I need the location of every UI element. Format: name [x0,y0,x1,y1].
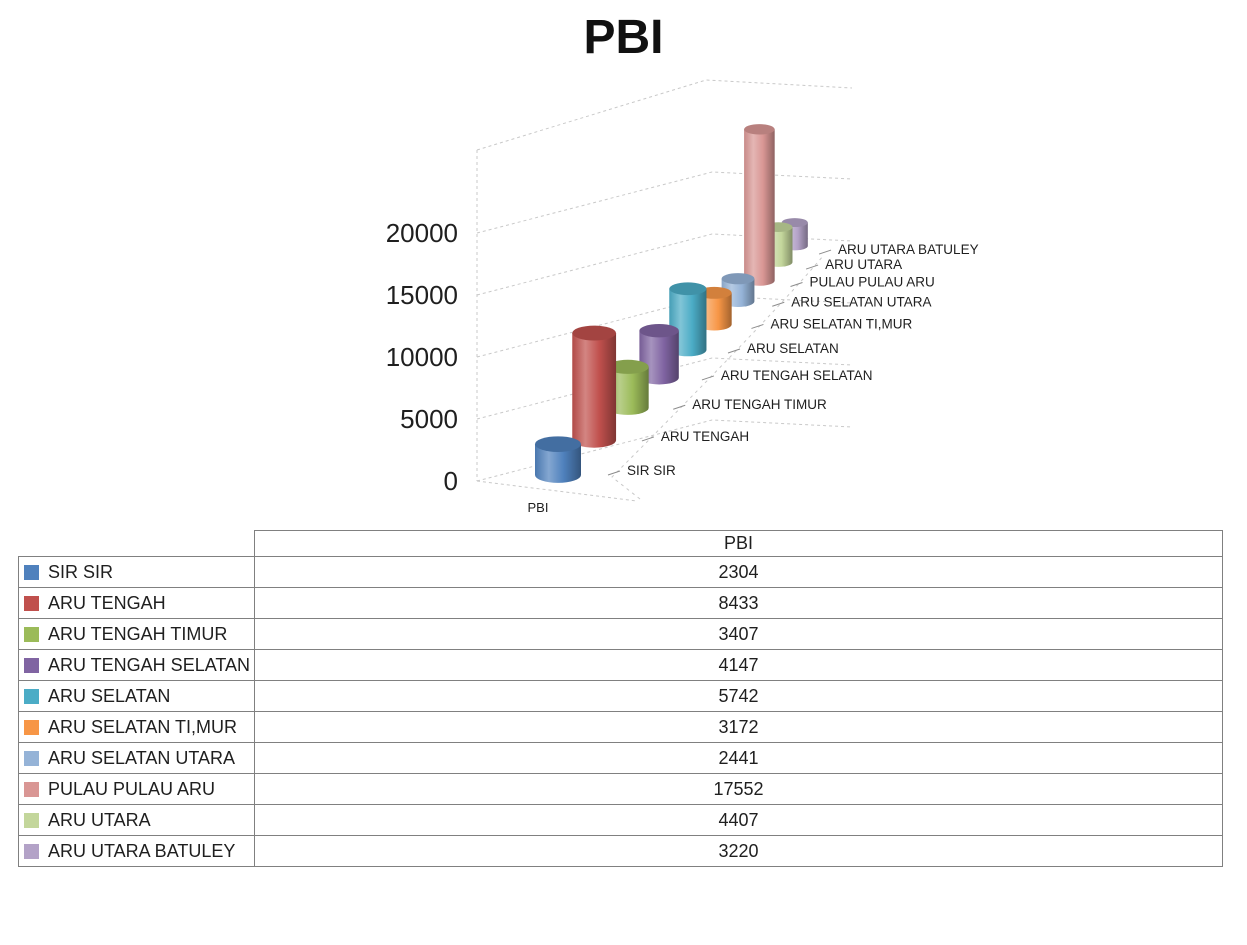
table-row: ARU TENGAH SELATAN 4147 [18,649,1223,681]
row-label-cell: ARU TENGAH TIMUR [18,618,255,650]
row-label: SIR SIR [48,561,114,582]
cylinder-top [721,273,755,285]
table-corner-cell [19,531,255,557]
row-label: ARU SELATAN UTARA [48,747,236,768]
table-row: ARU SELATAN 5742 [18,680,1223,712]
category-tick [772,301,785,307]
row-value: 8433 [254,587,1223,619]
cylinder-top [639,323,679,338]
row-value: 4147 [254,649,1223,681]
table-row: ARU TENGAH 8433 [18,587,1223,619]
row-label-cell: ARU UTARA [18,804,255,836]
cylinder-body [535,444,581,483]
cylinder-body [572,333,617,448]
table-row: ARU UTARA BATULEY 3220 [18,835,1223,867]
category-label: SIR SIR [627,463,676,478]
legend-swatch [24,750,39,766]
cylinder-body [607,366,649,415]
row-label: ARU SELATAN TI,MUR [48,716,238,737]
row-label: ARU TENGAH TIMUR [48,623,228,644]
legend-swatch [24,626,39,642]
row-value: 3220 [254,835,1223,867]
row-value: 2304 [254,556,1223,588]
legend-swatch [24,657,39,673]
category-label: ARU SELATAN [747,341,839,356]
row-value: 2441 [254,742,1223,774]
y-axis-tick-label: 20000 [386,218,458,248]
row-label: PULAU PULAU ARU [48,778,216,799]
category-label: ARU SELATAN TI,MUR [770,316,912,331]
table-row: SIR SIR 2304 [18,556,1223,588]
category-tick [818,249,832,255]
category-label: ARU UTARA [825,257,902,272]
legend-swatch [24,595,39,611]
row-label-cell: PULAU PULAU ARU [18,773,255,805]
y-axis-tick-label: 10000 [386,342,458,372]
cylinder-body [639,330,679,385]
cylinder-top [535,436,581,452]
row-label-cell: ARU SELATAN UTARA [18,742,255,774]
row-value: 17552 [254,773,1223,805]
x-axis-label: PBI [528,500,549,515]
cylinder-top [669,282,707,296]
table-header-row: PBI [19,530,1223,557]
table-row: ARU SELATAN UTARA 2441 [18,742,1223,774]
category-label: ARU TENGAH TIMUR [692,397,827,412]
row-value: 3172 [254,711,1223,743]
row-label-cell: SIR SIR [18,556,255,588]
category-tick [805,264,819,270]
category-tick [701,375,715,381]
row-value: 3407 [254,618,1223,650]
cylinder-body [744,129,775,286]
floor-front-edge [476,480,638,502]
table-row: ARU TENGAH TIMUR 3407 [18,618,1223,650]
category-tick [641,436,655,442]
wall-top-edge [476,79,853,151]
chart-title: PBI [583,11,664,64]
legend-swatch [24,719,39,735]
legend-swatch [24,564,39,580]
cylinder-top [572,325,617,341]
gridline [476,357,853,420]
table-header-pbi: PBI [254,530,1223,557]
category-label: ARU UTARA BATULEY [838,242,979,257]
gridline [476,171,853,234]
category-label: PULAU PULAU ARU [809,274,934,289]
category-tick [673,404,686,410]
row-label: ARU UTARA [48,809,151,830]
category-tick [727,348,741,354]
row-label: ARU UTARA BATULEY [48,840,236,861]
row-label-cell: ARU TENGAH [18,587,255,619]
cylinder-top [744,124,775,135]
chart-data-table: PBI SIR SIR 2304 ARU TENGAH 8433 ARU TENGAH … [18,530,1223,867]
category-label: ARU SELATAN UTARA [791,294,931,309]
legend-swatch [24,781,39,797]
cylinder-top [607,359,649,374]
row-label: ARU TENGAH SELATAN [48,654,251,675]
row-value: 5742 [254,680,1223,712]
category-tick [790,282,803,287]
row-label-cell: ARU TENGAH SELATAN [18,649,255,681]
category-tick [751,323,764,329]
y-axis-tick-label: 5000 [400,404,458,434]
legend-swatch [24,843,39,859]
row-label-cell: ARU SELATAN TI,MUR [18,711,255,743]
cylinder-3d-chart: 0 5000 10000 15000 20000 SIR SIR ARU TENGAH ARU… [386,79,979,515]
row-label-cell: ARU SELATAN [18,680,255,712]
category-label: ARU TENGAH [661,429,749,444]
table-row: ARU SELATAN TI,MUR 3172 [18,711,1223,743]
row-label-cell: ARU UTARA BATULEY [18,835,255,867]
row-label: ARU SELATAN [48,685,171,706]
legend-swatch [24,688,39,704]
legend-swatch [24,812,39,828]
row-label: ARU TENGAH [48,592,166,613]
category-tick [607,470,621,476]
table-row: PULAU PULAU ARU 17552 [18,773,1223,805]
table-row: ARU UTARA 4407 [18,804,1223,836]
category-label: ARU TENGAH SELATAN [721,368,873,383]
y-axis-tick-label: 15000 [386,280,458,310]
y-axis-tick-label: 0 [444,466,458,496]
row-value: 4407 [254,804,1223,836]
